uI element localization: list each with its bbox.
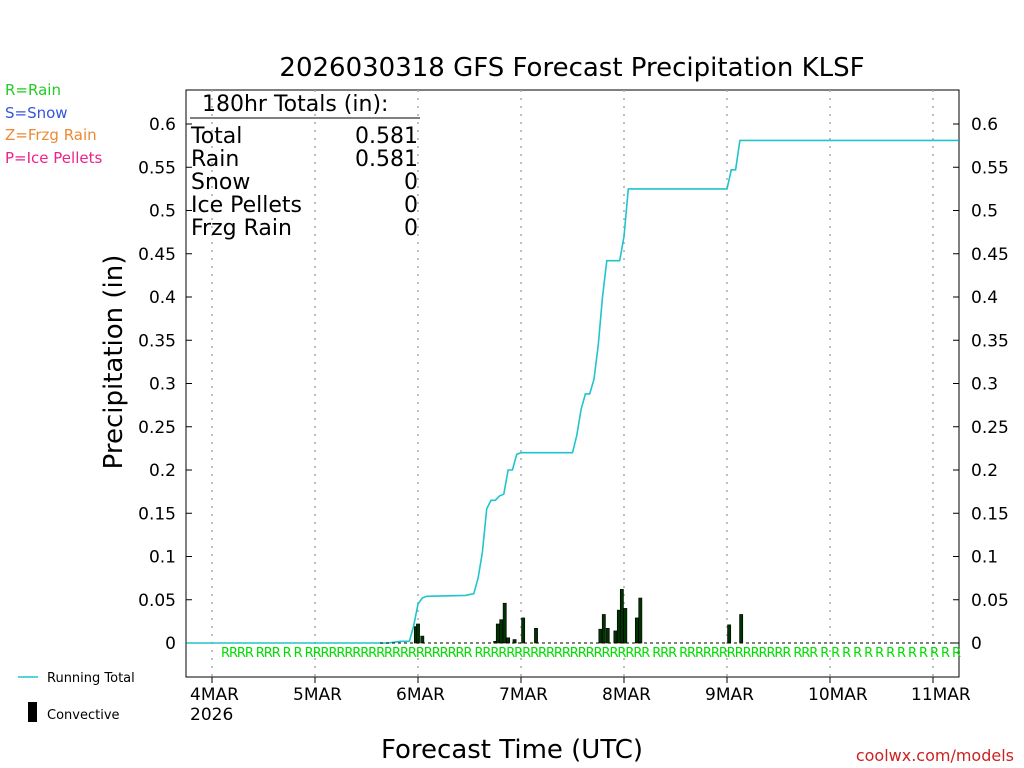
y-tick-label-right: 0.3 <box>971 375 998 395</box>
legend-rain: R=Rain <box>5 81 61 99</box>
snow-label: Snow <box>191 170 250 195</box>
x-tick-label: 6MAR <box>396 685 445 705</box>
convective-bar <box>416 623 420 644</box>
y-tick-label-left: 0.3 <box>149 375 176 395</box>
x-tick-label: 7MAR <box>499 685 548 705</box>
series-legend: Running Total Convective <box>18 671 135 723</box>
convective-bar <box>601 614 606 644</box>
convective-bar <box>619 589 624 644</box>
y-axis-right: 0 0.05 0.1 0.15 0.2 0.25 0.3 0.35 0.4 0.45 0.5 0.55… <box>953 115 1009 654</box>
x-tick-label: 9MAR <box>705 685 754 705</box>
convective-bar <box>502 602 507 644</box>
convective-bar <box>613 630 618 644</box>
y-tick-label-left: 0 <box>165 634 176 654</box>
y-tick-label-left: 0.05 <box>138 591 176 611</box>
y-tick-label-right: 0.2 <box>971 461 998 481</box>
y-tick-label-right: 0.55 <box>971 158 1009 178</box>
convective-bar <box>638 597 643 644</box>
precip-type-row: RRRR RRR R R RRRRRRRRRRRRRRRRRRRRR RRRRR… <box>221 646 961 661</box>
convective-bar <box>598 628 603 644</box>
x-tick-label: 4MAR <box>190 685 239 705</box>
y-tick-label-right: 0 <box>971 634 982 654</box>
convective-bars <box>413 589 744 644</box>
convective-bar <box>634 617 639 644</box>
y-tick-label-left: 0.25 <box>138 418 176 438</box>
totals-header: 180hr Totals (in): <box>202 92 388 117</box>
convective-bar <box>512 639 517 644</box>
y-tick-label-left: 0.15 <box>138 504 176 524</box>
plot-frame <box>185 89 960 678</box>
gridlines <box>211 90 934 677</box>
legend-ice-pellets: P=Ice Pellets <box>5 149 102 167</box>
convective-bar <box>506 637 511 644</box>
x-tick-label: 8MAR <box>602 685 651 705</box>
chart-title: 2026030318 GFS Forecast Precipitation KL… <box>279 53 864 83</box>
frzg-rain-value: 0 <box>404 216 418 241</box>
convective-bar <box>495 623 500 644</box>
y-tick-label-left: 0.2 <box>149 461 176 481</box>
y-tick-label-left: 0.35 <box>138 331 176 351</box>
y-tick-label-left: 0.45 <box>138 245 176 265</box>
running-total-line <box>186 139 959 644</box>
y-tick-label-left: 0.5 <box>149 202 176 222</box>
x-axis-title: Forecast Time (UTC) <box>381 735 643 765</box>
legend-snow: S=Snow <box>5 104 68 122</box>
convective-bar <box>739 614 744 644</box>
y-tick-label-right: 0.45 <box>971 245 1009 265</box>
x-tick-label: 5MAR <box>293 685 342 705</box>
convective-legend-label: Convective <box>47 708 120 723</box>
credit-text: coolwx.com/models <box>856 746 1014 765</box>
ptype-legend: R=Rain S=Snow Z=Frzg Rain P=Ice Pellets <box>5 81 102 167</box>
totals-box: 180hr Totals (in): Total 0.581 Rain 0.58… <box>190 92 420 241</box>
y-tick-label-right: 0.1 <box>971 548 998 568</box>
frzg-rain-label: Frzg Rain <box>191 216 292 241</box>
convective-bar <box>727 624 732 644</box>
convective-bar <box>499 619 504 644</box>
convective-legend-swatch <box>28 702 37 722</box>
total-label: Total <box>190 124 242 149</box>
legend-frzg-rain: Z=Frzg Rain <box>5 126 97 144</box>
rain-value: 0.581 <box>355 147 418 172</box>
y-tick-label-right: 0.6 <box>971 115 998 135</box>
y-tick-label-right: 0.05 <box>971 591 1009 611</box>
x-tick-label: 11MAR <box>911 685 971 705</box>
x-tick-sublabel: 2026 <box>190 705 233 725</box>
y-tick-label-right: 0.5 <box>971 202 998 222</box>
y-tick-label-right: 0.25 <box>971 418 1009 438</box>
y-tick-label-left: 0.6 <box>149 115 176 135</box>
running-total-series <box>186 139 959 644</box>
y-tick-label-left: 0.1 <box>149 548 176 568</box>
y-tick-label-right: 0.15 <box>971 504 1009 524</box>
y-tick-label-left: 0.4 <box>149 288 176 308</box>
running-total-legend-label: Running Total <box>47 671 135 686</box>
convective-bar <box>420 635 425 644</box>
y-tick-label-left: 0.55 <box>138 158 176 178</box>
y-tick-label-right: 0.35 <box>971 331 1009 351</box>
convective-bar <box>534 627 538 644</box>
x-tick-label: 10MAR <box>808 685 868 705</box>
total-value: 0.581 <box>355 124 418 149</box>
convective-bar <box>623 608 628 644</box>
snow-value: 0 <box>404 170 418 195</box>
convective-bar <box>521 617 526 644</box>
rain-label: Rain <box>191 147 239 172</box>
convective-bar <box>605 627 610 644</box>
ice-pellets-value: 0 <box>404 193 418 218</box>
y-axis-title: Precipitation (in) <box>99 255 129 470</box>
y-axis-left: 0 0.05 0.1 0.15 0.2 0.25 0.3 0.35 0.4 0.45 0.5 0.55… <box>138 115 192 654</box>
ice-pellets-label: Ice Pellets <box>191 193 302 218</box>
y-tick-label-right: 0.4 <box>971 288 998 308</box>
